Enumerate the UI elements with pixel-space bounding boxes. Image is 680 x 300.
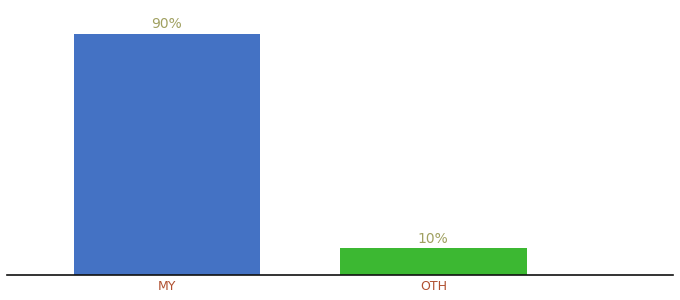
Bar bbox=[340, 248, 526, 275]
Text: 90%: 90% bbox=[152, 17, 182, 31]
Text: 10%: 10% bbox=[418, 232, 449, 246]
Bar bbox=[73, 34, 260, 275]
